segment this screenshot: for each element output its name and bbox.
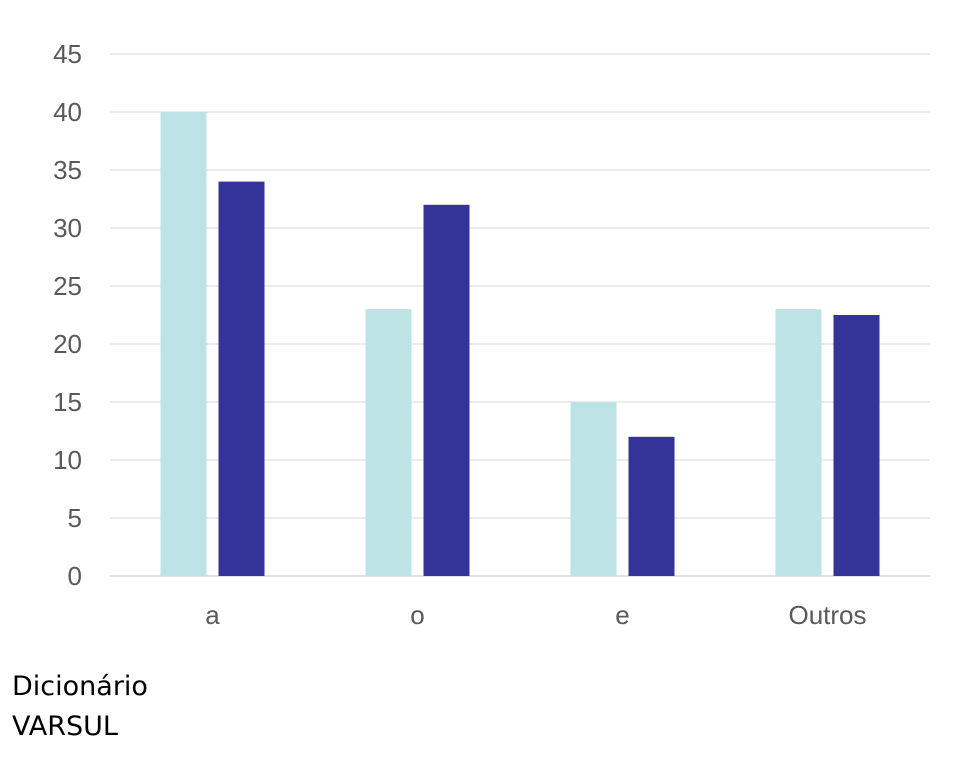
caption-line-2: VARSUL	[12, 711, 118, 742]
bar-a-series-2	[218, 181, 265, 576]
y-tick-label: 10	[53, 445, 82, 475]
bar-e-series-2	[628, 436, 675, 576]
bar-chart: 0 5 10 15 20 25 30 35 40 45 a o e Outros	[53, 39, 930, 630]
y-axis-tick-labels: 0 5 10 15 20 25 30 35 40 45	[53, 39, 82, 591]
chart-caption: Dicionário VARSUL	[12, 667, 148, 747]
x-axis-tick-labels: a o e Outros	[205, 600, 866, 630]
x-tick-label: Outros	[788, 600, 866, 630]
bar-o-series-1	[365, 309, 412, 576]
y-tick-label: 20	[53, 329, 82, 359]
bar-outros-series-2	[833, 315, 880, 576]
bar-outros-series-1	[775, 309, 822, 576]
y-tick-label: 35	[53, 155, 82, 185]
caption-line-1: Dicionário	[12, 671, 148, 702]
y-tick-label: 40	[53, 97, 82, 127]
bar-a-series-1	[160, 112, 207, 576]
y-tick-label: 0	[68, 561, 82, 591]
x-tick-label: o	[410, 600, 424, 630]
y-tick-label: 5	[68, 503, 82, 533]
bar-o-series-2	[423, 204, 470, 577]
y-tick-label: 30	[53, 213, 82, 243]
y-tick-label: 45	[53, 39, 82, 69]
y-tick-label: 15	[53, 387, 82, 417]
x-tick-label: a	[205, 600, 220, 630]
y-tick-label: 25	[53, 271, 82, 301]
bar-e-series-1	[570, 402, 617, 576]
bars	[160, 112, 880, 577]
x-tick-label: e	[615, 600, 629, 630]
